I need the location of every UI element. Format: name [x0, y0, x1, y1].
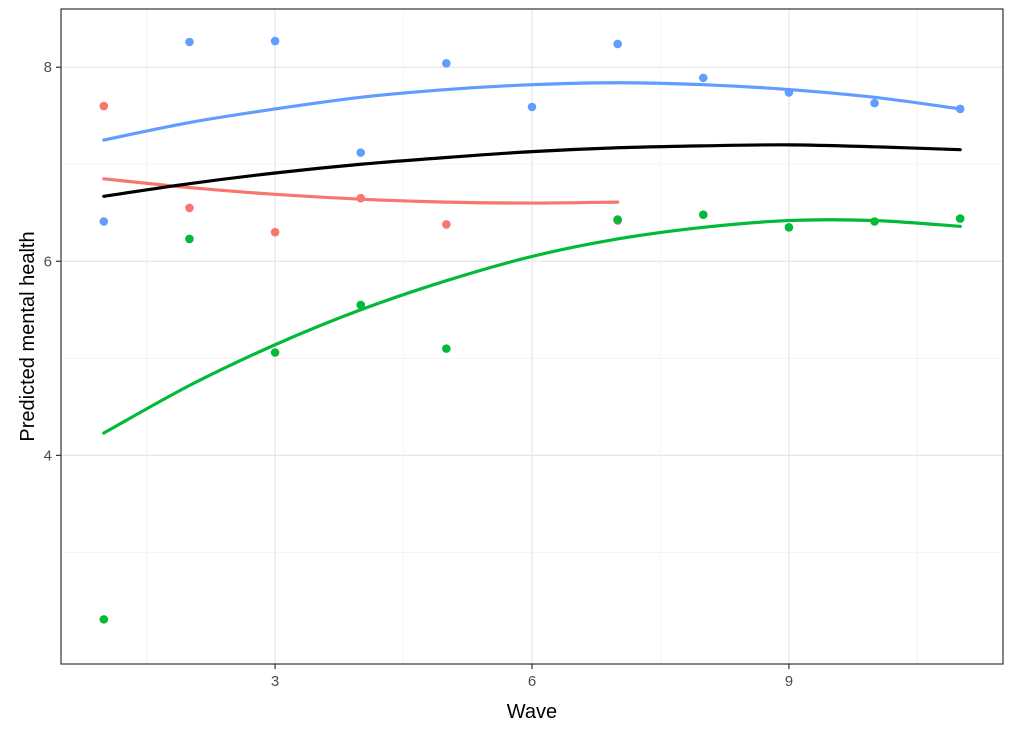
point-0-3: [356, 193, 366, 203]
point-0-1: [185, 203, 194, 213]
x-tick-label-1: 6: [528, 673, 536, 690]
fit-line-3: [102, 143, 962, 198]
point-1-8: [784, 88, 794, 97]
point-1-4: [442, 59, 451, 68]
fit-line-1: [102, 81, 962, 142]
point-1-6: [613, 39, 622, 49]
grid: [61, 9, 1003, 664]
y-tick-label-0: 4: [44, 447, 52, 464]
point-2-3: [356, 300, 366, 310]
point-2-7: [784, 223, 794, 232]
point-2-6: [698, 210, 708, 220]
point-1-7: [698, 73, 708, 83]
point-1-10: [955, 104, 965, 114]
point-2-5: [613, 215, 622, 224]
axes: 3 6 9 4 6 8: [44, 59, 793, 690]
point-1-1: [185, 37, 194, 47]
x-axis-title: Wave: [507, 701, 557, 723]
y-tick-label-2: 8: [44, 59, 52, 76]
point-2-0: [99, 615, 109, 624]
point-2-2: [270, 348, 280, 357]
point-1-3: [356, 148, 366, 157]
point-1-2: [270, 36, 280, 46]
x-tick-label-2: 9: [785, 673, 793, 690]
point-0-4: [442, 220, 451, 229]
point-2-1: [185, 234, 194, 244]
point-2-4: [442, 344, 451, 353]
point-0-2: [270, 227, 280, 237]
point-2-9: [955, 214, 965, 223]
y-axis-title: Predicted mental health: [17, 231, 39, 441]
point-1-9: [870, 98, 879, 108]
point-0-0: [99, 101, 109, 111]
point-2-8: [870, 217, 879, 226]
point-1-5: [527, 102, 537, 112]
fit-line-2: [102, 218, 962, 435]
y-tick-label-1: 6: [44, 253, 52, 270]
data-points: [99, 36, 965, 624]
x-tick-label-0: 3: [271, 673, 279, 690]
point-1-0: [99, 217, 109, 226]
